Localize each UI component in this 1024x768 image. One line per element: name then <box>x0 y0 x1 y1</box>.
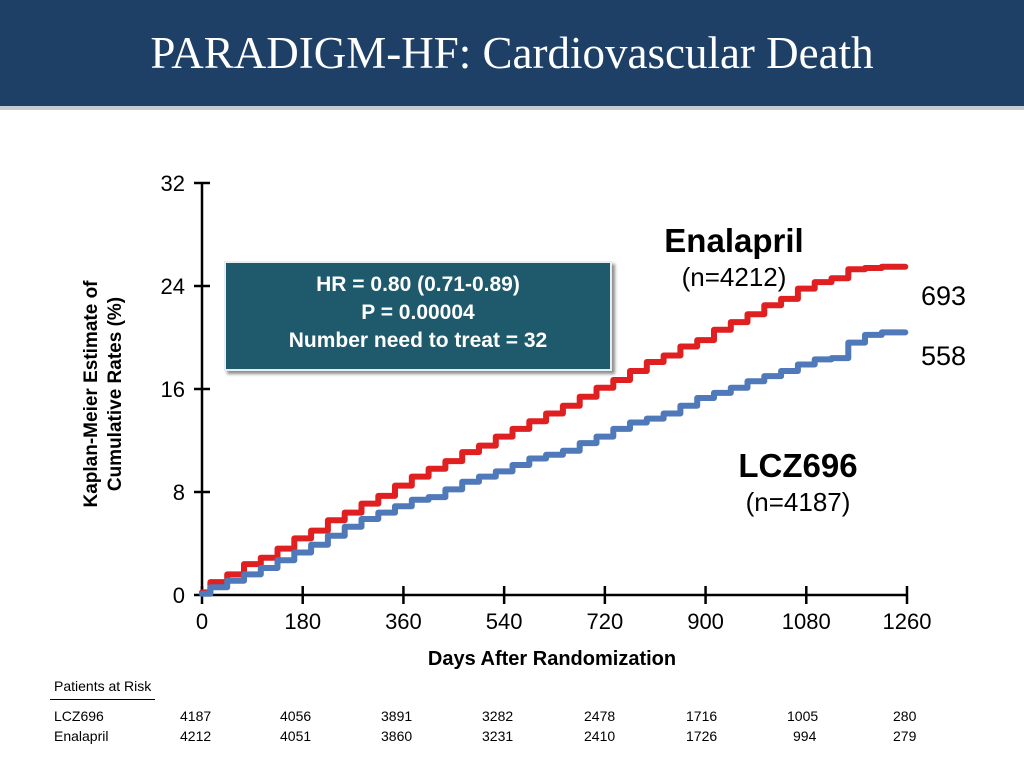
y-tick-label: 8 <box>173 480 185 505</box>
risk-cell: 4187 <box>180 708 212 724</box>
enalapril-curve <box>199 263 909 596</box>
title-bar: PARADIGM-HF: Cardiovascular Death <box>0 0 1024 110</box>
risk-cell: 3860 <box>381 728 413 744</box>
lcz696-events: 558 <box>921 341 967 371</box>
risk-cell: 3282 <box>482 708 514 724</box>
risk-row-label: LCZ696 <box>54 708 104 724</box>
risk-table-title: Patients at Risk <box>50 677 156 700</box>
lcz696-label: LCZ696 (n=4187) <box>698 446 898 518</box>
number-needed-to-treat: Number need to treat = 32 <box>288 329 548 352</box>
x-tick-label: 360 <box>385 609 422 634</box>
lcz696-name: LCZ696 <box>738 447 858 484</box>
risk-row-lcz696: LCZ696 4187 4056 3891 3282 2478 1716 100… <box>54 708 974 725</box>
risk-cell: 2410 <box>584 728 616 744</box>
slide-title: PARADIGM-HF: Cardiovascular Death <box>150 28 874 78</box>
y-tick-label: 24 <box>161 274 185 299</box>
stats-box: HR = 0.80 (0.71-0.89) P = 0.00004 Number… <box>224 261 612 371</box>
x-tick-label: 0 <box>196 609 208 634</box>
x-axis-label: Days After Randomization <box>427 648 677 670</box>
y-axis-label-text: Kaplan-Meier Estimate of Cumulative Rate… <box>81 280 126 508</box>
x-tick-label: 540 <box>486 609 523 634</box>
risk-cell: 4051 <box>280 728 312 744</box>
enalapril-label: Enalapril (n=4212) <box>634 221 834 293</box>
risk-cell: 2478 <box>584 708 616 724</box>
risk-cell: 279 <box>893 728 917 744</box>
p-value: P = 0.00004 <box>361 301 475 324</box>
risk-cell: 1005 <box>787 708 819 724</box>
enalapril-name: Enalapril <box>664 222 804 259</box>
x-tick-label: 900 <box>687 609 724 634</box>
y-tick-label: 0 <box>173 583 185 608</box>
x-tick-label: 720 <box>586 609 623 634</box>
enalapril-n: (n=4212) <box>681 262 787 292</box>
risk-cell: 994 <box>793 728 817 744</box>
y-tick-label: 16 <box>161 377 185 402</box>
risk-cell: 280 <box>893 708 917 724</box>
lcz696-n: (n=4187) <box>745 487 851 517</box>
risk-cell: 3891 <box>381 708 413 724</box>
risk-row-enalapril: Enalapril 4212 4051 3860 3231 2410 1726 … <box>54 728 974 745</box>
risk-cell: 4212 <box>180 728 212 744</box>
risk-cell: 1726 <box>686 728 718 744</box>
x-tick-label: 1260 <box>883 609 932 634</box>
lcz696-curve <box>199 329 909 597</box>
hazard-ratio: HR = 0.80 (0.71-0.89) <box>316 273 520 296</box>
risk-cell: 4056 <box>280 708 312 724</box>
x-tick-label: 1080 <box>782 609 831 634</box>
risk-cell: 1716 <box>686 708 718 724</box>
risk-cell: 3231 <box>482 728 514 744</box>
risk-row-label: Enalapril <box>54 728 109 744</box>
enalapril-events: 693 <box>921 281 967 311</box>
x-tick-label: 180 <box>284 609 321 634</box>
y-tick-label: 32 <box>161 171 185 196</box>
